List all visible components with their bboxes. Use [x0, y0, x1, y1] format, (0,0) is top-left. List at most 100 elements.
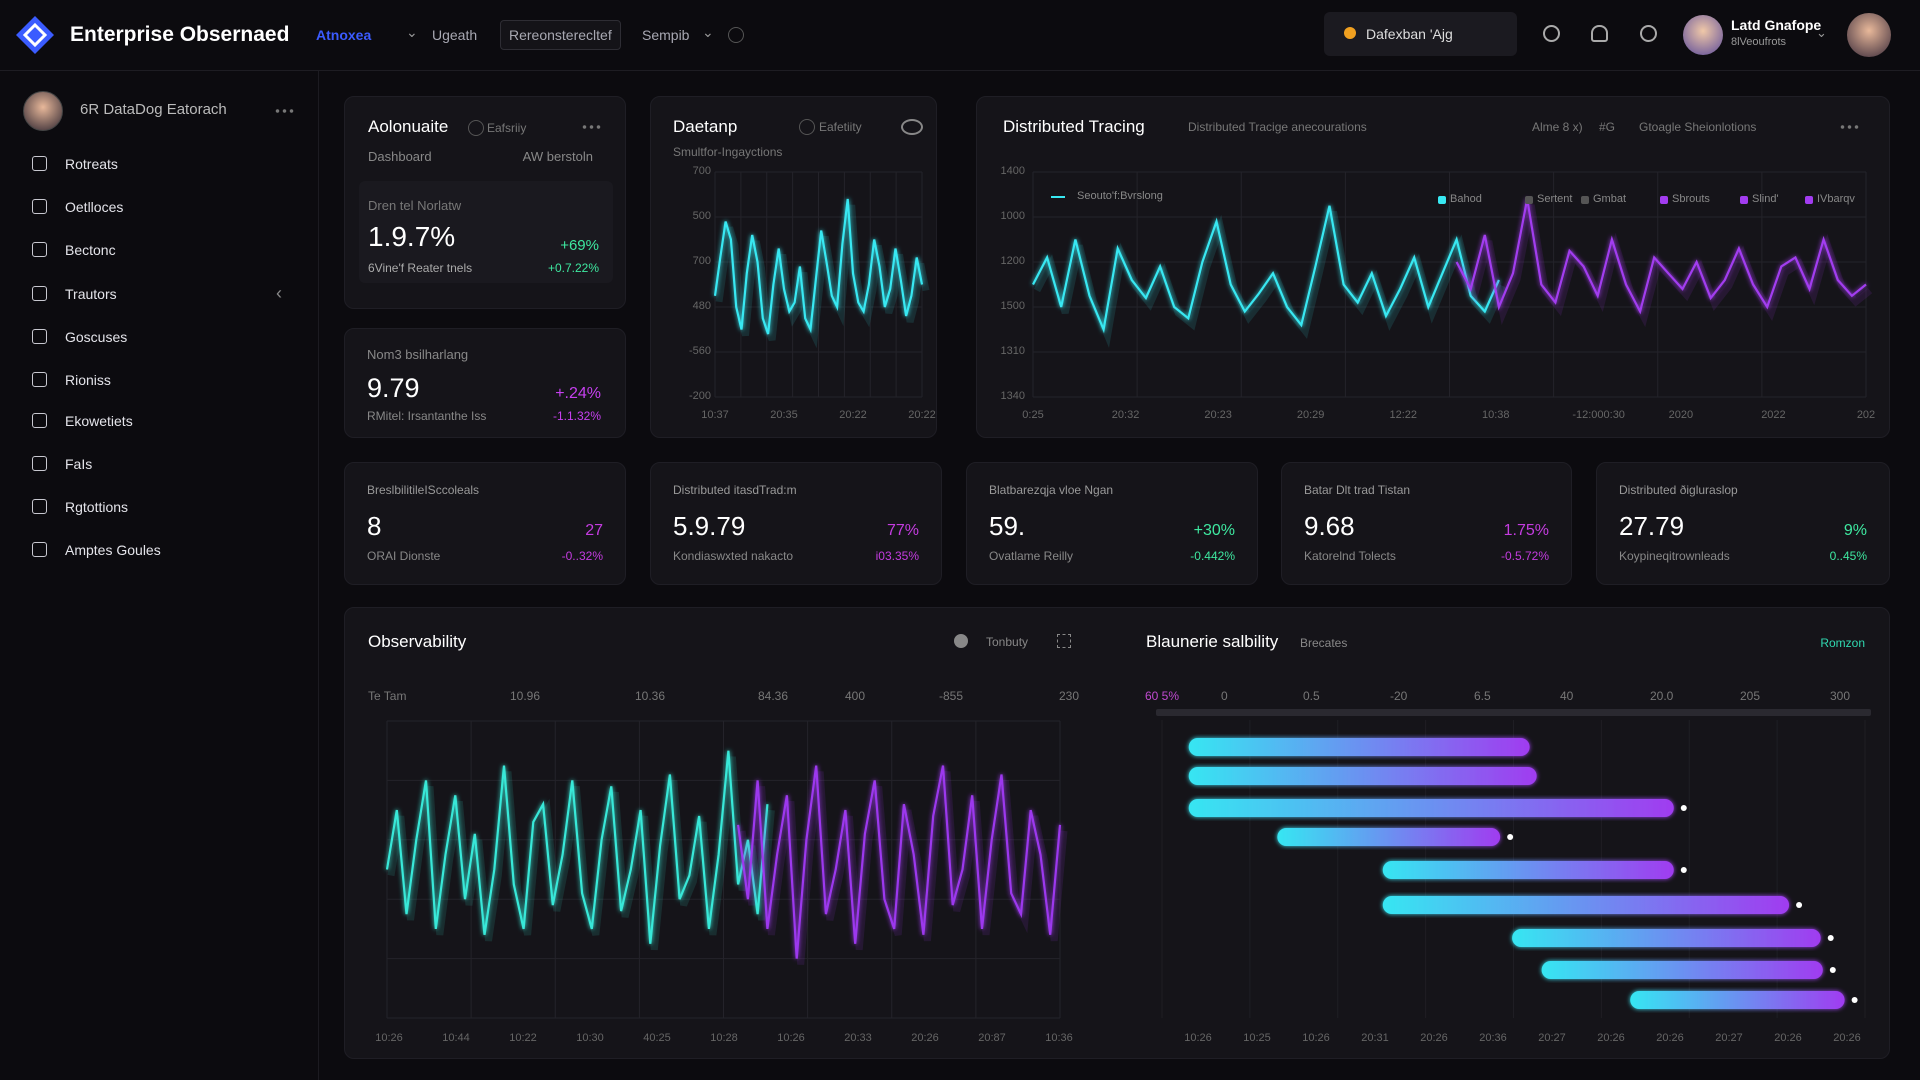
kpi-label: Blatbarezqja vloe Ngan [989, 483, 1114, 497]
view-icon[interactable] [901, 119, 923, 135]
control-icon[interactable] [954, 634, 968, 648]
gantt-bar [1541, 961, 1823, 979]
kpi-value: 9.68 [1304, 511, 1355, 541]
x-tick-label: 10:38 [1482, 409, 1510, 421]
y-tick-label: 1200 [1000, 255, 1025, 267]
delta: +.24% [555, 385, 601, 402]
header-item[interactable]: Alme 8 x) [1532, 120, 1583, 134]
chevron: ⌄ [702, 24, 714, 40]
card: Aolonuaite Eafsriiy Dashboard AW berstoln Dr… [344, 96, 626, 309]
legend-item[interactable]: Sbrouts [1672, 193, 1710, 205]
legend-item[interactable]: Slind' [1752, 193, 1779, 205]
nav-link[interactable]: Trautors [65, 286, 117, 302]
expand-icon[interactable] [1057, 634, 1071, 648]
x-tick-label: 2022 [1761, 409, 1786, 421]
x-tick-label: 20:36 [1479, 1032, 1507, 1044]
nav-link[interactable]: Rioniss [65, 372, 111, 388]
nav-link[interactable]: FaIs [65, 456, 93, 472]
delta: 9% [1843, 522, 1867, 539]
control[interactable]: Tonbuty [986, 635, 1029, 649]
search-text: Dafexban 'Ajg [1366, 26, 1453, 42]
metric-value: 9.79 [367, 373, 420, 403]
line-shadow [1033, 211, 1507, 348]
x-tick-label: 20:35 [770, 409, 798, 421]
column-label: 0.5 [1303, 689, 1320, 703]
x-tick-label: 20:26 [1774, 1032, 1802, 1044]
nav-item[interactable]: Rereonsterecltef [500, 20, 621, 50]
nav-item[interactable]: Ugeath [432, 27, 478, 43]
line-shadow [715, 204, 930, 349]
header-icon[interactable] [1640, 25, 1657, 42]
avatar[interactable] [1847, 13, 1891, 57]
gantt-bar [1277, 828, 1501, 846]
chevron: ⌄ [1816, 25, 1827, 40]
nav-icon [32, 372, 47, 387]
y-tick-label: 480 [692, 300, 711, 312]
x-tick-label: 20:22 [908, 409, 936, 421]
legend-item[interactable]: Sertent [1537, 193, 1573, 205]
sub-right: AW berstoln [522, 149, 593, 164]
nav-link[interactable]: Rotreats [65, 156, 118, 172]
nav-icon [32, 156, 47, 171]
logo-inner [22, 22, 48, 48]
nav-link[interactable]: Amptes Goules [65, 542, 161, 558]
card-title: Blaunerie salbility [1146, 632, 1279, 651]
column-label: 20.0 [1650, 689, 1674, 703]
nav-link[interactable]: Goscuses [65, 329, 128, 345]
collapse-button[interactable]: ‹ [276, 283, 282, 303]
legend-swatch [1051, 196, 1065, 198]
nav-link[interactable]: Ekowetiets [65, 413, 133, 429]
delta: +30% [1193, 522, 1235, 539]
more-button[interactable] [274, 107, 294, 115]
nav-link[interactable]: Oetlloces [65, 199, 124, 215]
x-tick-label: 10:26 [1302, 1032, 1330, 1044]
kpi-label: BreslbilitileISccoleals [367, 483, 480, 497]
header-item[interactable]: Gtoagle Sheionlotions [1639, 120, 1757, 134]
delta: -0.5.72% [1500, 549, 1549, 563]
delta: -1.1.32% [552, 409, 601, 423]
line-series [737, 765, 1062, 959]
x-tick-label: 10:37 [701, 409, 729, 421]
x-tick-label: 20:22 [839, 409, 867, 421]
kpi-value: 27.79 [1619, 511, 1685, 541]
tag: Eafsriiy [487, 121, 527, 135]
legend-swatch [1525, 196, 1533, 204]
column-label: -855 [939, 689, 964, 703]
y-tick-label: 1400 [1000, 165, 1025, 177]
more-button[interactable] [1839, 123, 1859, 131]
nav-icon [32, 542, 47, 557]
nav-link[interactable]: Bectonc [65, 242, 116, 258]
subtitle: Smultfor-Ingayctions [673, 145, 783, 159]
nav-icon [32, 456, 47, 471]
gantt-bar [1382, 896, 1790, 914]
x-tick-label: -12:000:30 [1572, 409, 1625, 421]
info-icon [728, 27, 744, 43]
nav-item[interactable]: Atnoxea [316, 27, 372, 43]
x-tick-label: 20:26 [1420, 1032, 1448, 1044]
search-box[interactable]: Dafexban 'Ajg [1324, 12, 1517, 56]
column-label: 230 [1059, 689, 1080, 703]
header-icon[interactable] [1543, 25, 1560, 42]
x-tick-label: 10:26 [1184, 1032, 1212, 1044]
x-tick-label: 10:26 [375, 1032, 403, 1044]
gantt-bar [1382, 861, 1674, 879]
legend-item[interactable]: IVbarqv [1817, 193, 1855, 205]
header-item[interactable]: #G [1599, 120, 1616, 134]
nav-item[interactable]: Sempib [642, 27, 690, 43]
legend-item[interactable]: Bahod [1450, 193, 1482, 205]
more-button[interactable] [581, 123, 601, 131]
line-series [1455, 198, 1867, 315]
tag-icon [799, 119, 815, 135]
avatar[interactable] [1683, 15, 1723, 55]
nav-link[interactable]: Rgtottions [65, 499, 129, 515]
link[interactable]: Romzon [1820, 636, 1865, 650]
header-icon[interactable] [1591, 25, 1608, 42]
legend-item[interactable]: Gmbat [1593, 193, 1627, 205]
card-title: Aolonuaite [368, 117, 449, 136]
y-tick-label: 1000 [1000, 210, 1025, 222]
legend-swatch [1438, 196, 1446, 204]
x-tick-label: 20:33 [844, 1032, 872, 1044]
subtitle: Distributed Tracige anecourations [1188, 120, 1367, 134]
tag: Eafetiity [819, 120, 862, 134]
